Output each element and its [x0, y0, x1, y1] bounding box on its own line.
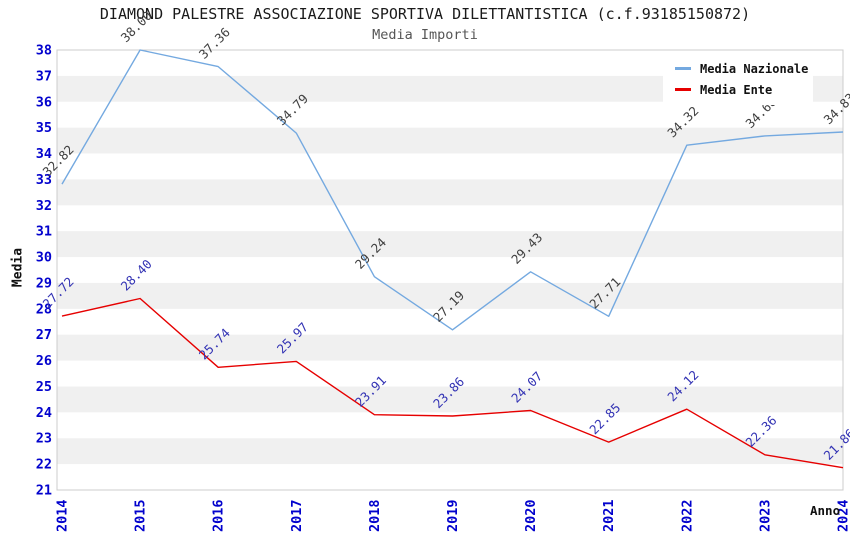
y-tick-label: 31: [36, 224, 52, 240]
x-axis-title: Anno: [810, 503, 841, 518]
x-tick-label: 2020: [523, 499, 539, 532]
y-tick-label: 37: [36, 68, 52, 84]
y-tick-label: 33: [36, 172, 52, 188]
series-line-nazionale: [61, 49, 844, 331]
y-tick-label: 38: [36, 43, 52, 59]
grid-band: [57, 231, 843, 258]
legend-item-media-nazionale: Media Nazionale: [663, 62, 813, 76]
y-tick-label: 25: [36, 379, 52, 395]
grid-band: [57, 179, 843, 206]
legend-swatch-nazionale: [675, 67, 691, 70]
x-tick-label: 2023: [757, 499, 773, 532]
y-tick-label: 35: [36, 120, 52, 136]
series-line-ente: [61, 297, 844, 469]
x-tick-label: 2019: [445, 499, 461, 532]
chart-subtitle: Media Importi: [372, 27, 478, 43]
legend-item-media-ente: Media Ente: [663, 83, 813, 97]
plot-border: [56, 49, 844, 491]
x-tick-label: 2021: [601, 499, 617, 532]
legend: Media Nazionale Media Ente: [663, 53, 813, 105]
x-tick-label: 2015: [133, 499, 149, 532]
legend-label-nazionale: Media Nazionale: [700, 61, 809, 76]
y-tick-label: 23: [36, 431, 52, 447]
x-tick-label: 2022: [679, 499, 695, 532]
legend-swatch-ente: [675, 88, 691, 91]
y-tick-label: 27: [36, 327, 52, 343]
grid-band: [57, 334, 843, 361]
y-tick-label: 28: [36, 301, 52, 317]
legend-label-ente: Media Ente: [700, 82, 773, 97]
y-tick-label: 34: [36, 146, 52, 162]
y-tick-label: 29: [36, 275, 52, 291]
grid-band: [57, 386, 843, 413]
x-tick-label: 2016: [211, 499, 227, 532]
y-tick-label: 26: [36, 353, 52, 369]
x-tick-label: 2024: [836, 499, 850, 532]
grid-band: [57, 127, 843, 154]
y-tick-label: 21: [36, 483, 52, 499]
point-label: 37.36: [196, 24, 233, 61]
x-tick-label: 2018: [367, 499, 383, 532]
chart-title: DIAMOND PALESTRE ASSOCIAZIONE SPORTIVA D…: [99, 5, 751, 23]
x-tick-label: 2017: [289, 499, 305, 532]
grid-band: [57, 282, 843, 309]
y-tick-label: 36: [36, 94, 52, 110]
point-label: 38.00: [118, 8, 155, 45]
grid-band: [57, 438, 843, 465]
y-tick-label: 22: [36, 457, 52, 473]
y-tick-label: 32: [36, 198, 52, 214]
y-tick-label: 24: [36, 405, 52, 421]
y-tick-label: 30: [36, 250, 52, 266]
x-tick-label: 2014: [55, 499, 71, 532]
